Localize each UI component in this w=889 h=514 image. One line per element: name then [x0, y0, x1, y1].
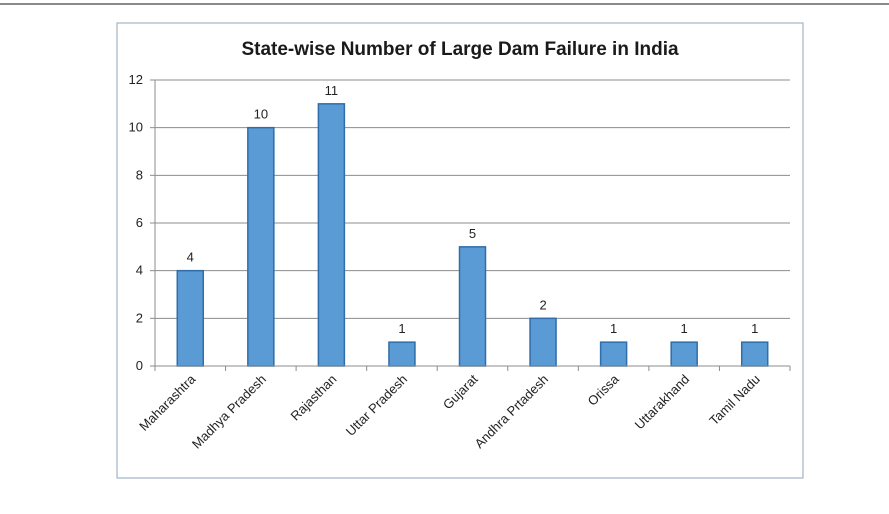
y-tick-label: 8: [136, 167, 143, 182]
bar: [176, 269, 205, 367]
data-label: 1: [610, 321, 617, 336]
y-tick-label: 10: [129, 120, 143, 135]
chart-title: State-wise Number of Large Dam Failure i…: [241, 39, 679, 60]
bar: [388, 341, 416, 367]
y-tick-label: 12: [129, 72, 143, 87]
y-tick-label: 2: [136, 310, 143, 325]
data-label: 1: [681, 321, 688, 336]
y-tick-label: 6: [136, 215, 143, 230]
y-tick-label: 4: [136, 263, 143, 278]
data-label: 1: [751, 321, 758, 336]
bar: [599, 341, 628, 367]
y-axis-ticks: 0 2 4 6 8 10 12: [129, 72, 143, 373]
bar: [670, 341, 698, 367]
data-label: 2: [539, 297, 546, 312]
top-divider: [0, 3, 889, 5]
data-label: 10: [254, 107, 268, 122]
y-tick-label: 0: [136, 358, 143, 373]
bar: [740, 341, 769, 367]
bars: [176, 103, 769, 367]
bar: [247, 126, 275, 367]
data-label: 11: [325, 83, 339, 98]
bar: [529, 317, 557, 367]
x-axis: [154, 365, 791, 371]
data-label: 4: [187, 250, 194, 265]
bar: [317, 103, 346, 367]
data-label: 1: [398, 321, 405, 336]
data-label: 5: [469, 226, 476, 241]
bar: [458, 246, 487, 367]
